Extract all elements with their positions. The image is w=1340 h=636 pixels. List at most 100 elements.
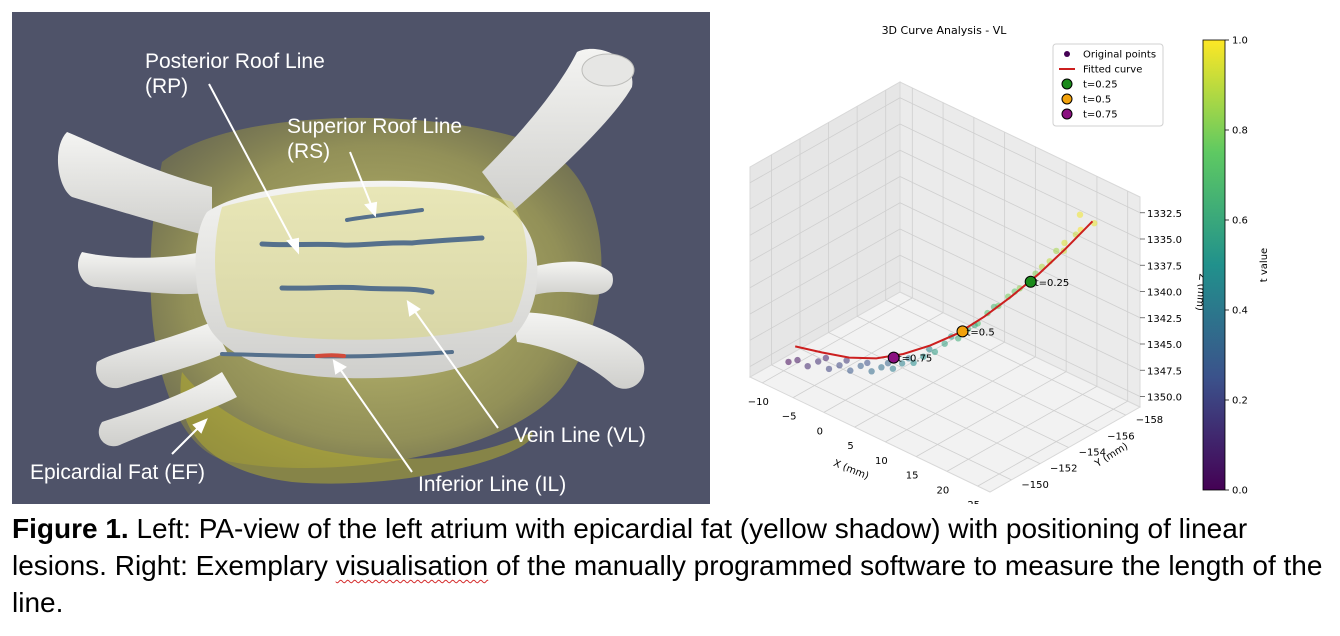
colorbar-tick-label: 0.8 bbox=[1232, 126, 1248, 137]
z-tick-label: 1340.0 bbox=[1147, 288, 1182, 299]
legend-label: Fitted curve bbox=[1083, 65, 1142, 76]
z-tick-label: 1345.0 bbox=[1147, 340, 1182, 351]
caption-text-after: of the manually programmed software to m… bbox=[12, 550, 1323, 618]
colorbar-tick-label: 0.6 bbox=[1232, 216, 1248, 227]
data-point bbox=[868, 368, 875, 375]
callout-rp-line1: Posterior Roof Line bbox=[145, 50, 325, 73]
figure-caption: Figure 1. Left: PA-view of the left atri… bbox=[12, 510, 1332, 621]
data-point bbox=[1076, 211, 1084, 218]
data-point bbox=[898, 360, 906, 367]
data-point bbox=[843, 357, 850, 364]
z-tick-label: 1347.5 bbox=[1147, 366, 1182, 377]
x-tick-label: −10 bbox=[748, 397, 769, 408]
data-point bbox=[1061, 239, 1068, 247]
z-tick-label: 1337.5 bbox=[1147, 261, 1182, 272]
colorbar-tick-label: 0.2 bbox=[1232, 396, 1248, 407]
callout-rs-line2: (RS) bbox=[287, 140, 331, 163]
data-point bbox=[804, 363, 811, 370]
curve-chart-panel: −10 −5 0 5 10 15 20 25 −150−152−154−156−158 1332.… bbox=[720, 12, 1340, 504]
x-tick-label: −5 bbox=[782, 412, 797, 423]
callout-rs-line1: Superior Roof Line bbox=[287, 115, 463, 138]
vein-left-upper bbox=[57, 132, 213, 237]
chart-curve bbox=[794, 220, 1094, 360]
chart-axes: −10 −5 0 5 10 15 20 25 −150−152−154−156−158 1332.… bbox=[748, 209, 1208, 504]
grid-line-x bbox=[792, 312, 944, 398]
grid-line-x bbox=[915, 371, 1067, 457]
vein-left-mid bbox=[77, 252, 212, 295]
chart-title: 3D Curve Analysis - VL bbox=[882, 24, 1008, 37]
grid-line-x bbox=[885, 356, 1036, 443]
y-tick-label: −150 bbox=[1021, 480, 1048, 491]
x-tick-label: 20 bbox=[937, 485, 950, 496]
vein-right-upper bbox=[482, 48, 633, 212]
vein-left-bottom bbox=[98, 372, 237, 447]
grid-line-z bbox=[749, 202, 901, 289]
lesion-inferior-line bbox=[220, 350, 454, 359]
fat-overlay-on-body bbox=[215, 186, 527, 340]
grid-line-x bbox=[823, 327, 975, 413]
colorbar-tick-label: 0.0 bbox=[1232, 486, 1248, 497]
callout-vein-line: Vein Line (VL) bbox=[514, 423, 646, 448]
grid-line-x bbox=[762, 297, 913, 384]
fitted-curve-line bbox=[794, 220, 1094, 360]
data-point bbox=[941, 340, 948, 347]
grid-line-z bbox=[749, 123, 901, 210]
grid-line-y bbox=[856, 315, 1098, 432]
grid-line-z bbox=[899, 202, 1141, 319]
z-tick-label: 1342.5 bbox=[1147, 314, 1182, 325]
pane-side bbox=[749, 81, 901, 378]
colorbar-ramp bbox=[1202, 39, 1226, 491]
marker-label: t=0.25 bbox=[1035, 278, 1070, 289]
chart-legend: Original points Fitted curve t=0.25 t=0.5 t=… bbox=[1052, 43, 1164, 127]
grid-line-z bbox=[749, 149, 901, 236]
atrium-body bbox=[195, 180, 538, 379]
grid-line-x bbox=[854, 341, 1005, 428]
caption-label: Figure 1. bbox=[12, 513, 129, 544]
colorbar-tick-label: 1.0 bbox=[1232, 36, 1248, 47]
data-point bbox=[847, 367, 854, 374]
z-tick-label: 1332.5 bbox=[1147, 209, 1182, 220]
legend-swatch bbox=[1064, 51, 1070, 57]
data-point bbox=[857, 362, 864, 370]
data-point bbox=[1053, 247, 1060, 255]
y-tick-label: −152 bbox=[1050, 464, 1077, 475]
data-point bbox=[822, 354, 830, 362]
legend-swatch bbox=[1061, 78, 1073, 90]
y-tick-label: −156 bbox=[1107, 431, 1134, 442]
vein-right-lower bbox=[512, 312, 645, 389]
grid-line-z bbox=[899, 281, 1141, 397]
vein-right-upper-ostium bbox=[581, 53, 635, 87]
data-point bbox=[905, 355, 912, 362]
data-point bbox=[864, 359, 871, 367]
z-tick-label: 1335.0 bbox=[1147, 235, 1182, 246]
grid-line-y bbox=[885, 299, 1126, 416]
data-point bbox=[785, 358, 792, 366]
x-tick-label: 10 bbox=[875, 456, 888, 467]
data-point bbox=[794, 356, 801, 364]
grid-line-z bbox=[899, 149, 1141, 266]
y-tick-label: −154 bbox=[1079, 447, 1106, 458]
data-point bbox=[926, 346, 933, 353]
callout-il-line1: Inferior Line (IL) bbox=[418, 473, 567, 496]
epicardial-fat-lower bbox=[180, 372, 533, 484]
legend-swatch bbox=[1061, 108, 1073, 120]
grid-line-x bbox=[946, 386, 1098, 472]
callout-superior-roof-line: Superior Roof Line (RS) bbox=[287, 114, 462, 164]
data-point bbox=[931, 348, 939, 356]
caption-text-before: Left: PA-view of the left atrium with ep… bbox=[12, 513, 1248, 581]
grid-line-z bbox=[899, 254, 1141, 371]
marker-point bbox=[887, 351, 900, 364]
annotation-arrows bbox=[171, 83, 499, 473]
callout-vl-line1: Vein Line (VL) bbox=[514, 424, 646, 447]
marker-label: t=0.75 bbox=[898, 354, 933, 365]
data-point bbox=[889, 365, 897, 372]
data-point bbox=[825, 365, 833, 373]
marker-label: t=0.5 bbox=[967, 327, 995, 338]
chart-colorbar: 0.0 0.2 0.4 0.6 0.8 1.0 t value bbox=[1202, 36, 1270, 497]
grid-line-z bbox=[749, 228, 901, 315]
callout-ef-line1: Epicardial Fat (EF) bbox=[30, 461, 206, 484]
vein-right-mid bbox=[527, 261, 613, 297]
data-point bbox=[920, 353, 927, 360]
chart-panes bbox=[748, 81, 1142, 493]
data-point bbox=[815, 358, 822, 365]
